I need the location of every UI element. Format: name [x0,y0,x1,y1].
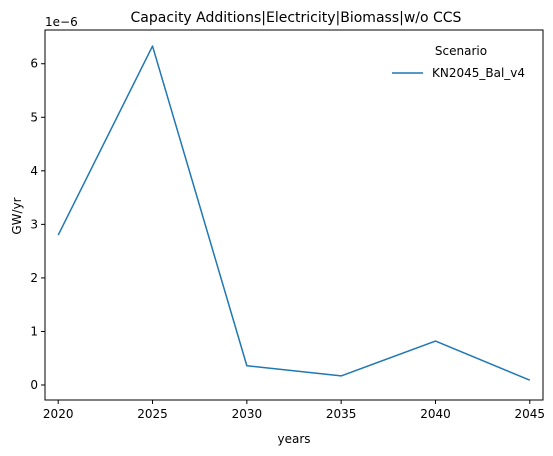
series-layer [57,45,531,381]
x-axis-label: years [277,432,310,446]
x-axis: 2020 2025 2030 2035 2040 2045 [43,400,545,421]
y-axis: 0 1 2 3 4 5 6 [30,57,45,392]
x-tick-label: 2040 [420,407,451,421]
x-tick-label: 2030 [232,407,263,421]
y-tick-label: 4 [30,164,38,178]
legend: Scenario KN2045_Bal_v4 [392,44,525,80]
plot-frame [44,29,544,401]
legend-title: Scenario [435,44,487,58]
x-tick-label: 2020 [43,407,74,421]
y-tick-label: 0 [30,378,38,392]
y-tick-label: 3 [30,217,38,231]
y-offset-label: 1e−6 [45,15,78,29]
y-tick-label: 2 [30,271,38,285]
plot-area: 2020 2025 2030 2035 2040 2045 0 1 2 3 4 5 6 [30,29,545,421]
chart-title: Capacity Additions|Electricity|Biomass|w… [131,10,462,26]
series-line-0 [57,45,531,381]
y-tick-label: 6 [30,57,38,71]
y-tick-label: 5 [30,110,38,124]
x-tick-label: 2045 [515,407,546,421]
y-tick-label: 1 [30,324,38,338]
legend-entry-label: KN2045_Bal_v4 [432,66,525,80]
y-axis-label: GW/yr [10,197,24,234]
x-tick-label: 2025 [137,407,168,421]
x-tick-label: 2035 [326,407,357,421]
